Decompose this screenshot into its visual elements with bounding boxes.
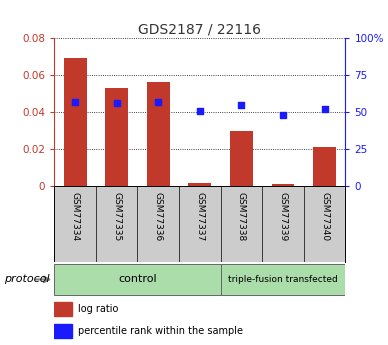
Point (114, 100, 120, 106)
Text: GSM77338: GSM77338 (237, 193, 246, 242)
Bar (313, 147, 336, 186)
Point (155, 99, 161, 105)
Bar (147, 82, 170, 186)
Text: GSM77335: GSM77335 (112, 193, 121, 242)
Bar (230, 131, 253, 186)
Text: percentile rank within the sample: percentile rank within the sample (78, 326, 242, 336)
Bar (189, 183, 211, 186)
Text: GSM77337: GSM77337 (195, 193, 204, 242)
Text: control: control (118, 275, 157, 284)
Bar (54, 303, 72, 316)
Bar (64, 58, 87, 186)
Point (280, 112, 286, 118)
Text: GSM77339: GSM77339 (279, 193, 288, 242)
Title: GDS2187 / 22116: GDS2187 / 22116 (138, 23, 262, 37)
Point (321, 106, 327, 112)
Text: log ratio: log ratio (78, 304, 118, 314)
Bar (272, 185, 294, 186)
Bar (105, 88, 128, 186)
Text: triple-fusion transfected: triple-fusion transfected (228, 275, 338, 284)
Point (197, 108, 203, 114)
Text: GSM77334: GSM77334 (71, 193, 80, 242)
Text: protocol: protocol (4, 275, 50, 284)
Point (72, 99, 78, 105)
Bar (221, 264, 345, 295)
Text: GSM77336: GSM77336 (154, 193, 163, 242)
Text: GSM77340: GSM77340 (320, 193, 329, 242)
Bar (54, 264, 221, 295)
Point (238, 102, 244, 107)
Bar (54, 324, 72, 338)
